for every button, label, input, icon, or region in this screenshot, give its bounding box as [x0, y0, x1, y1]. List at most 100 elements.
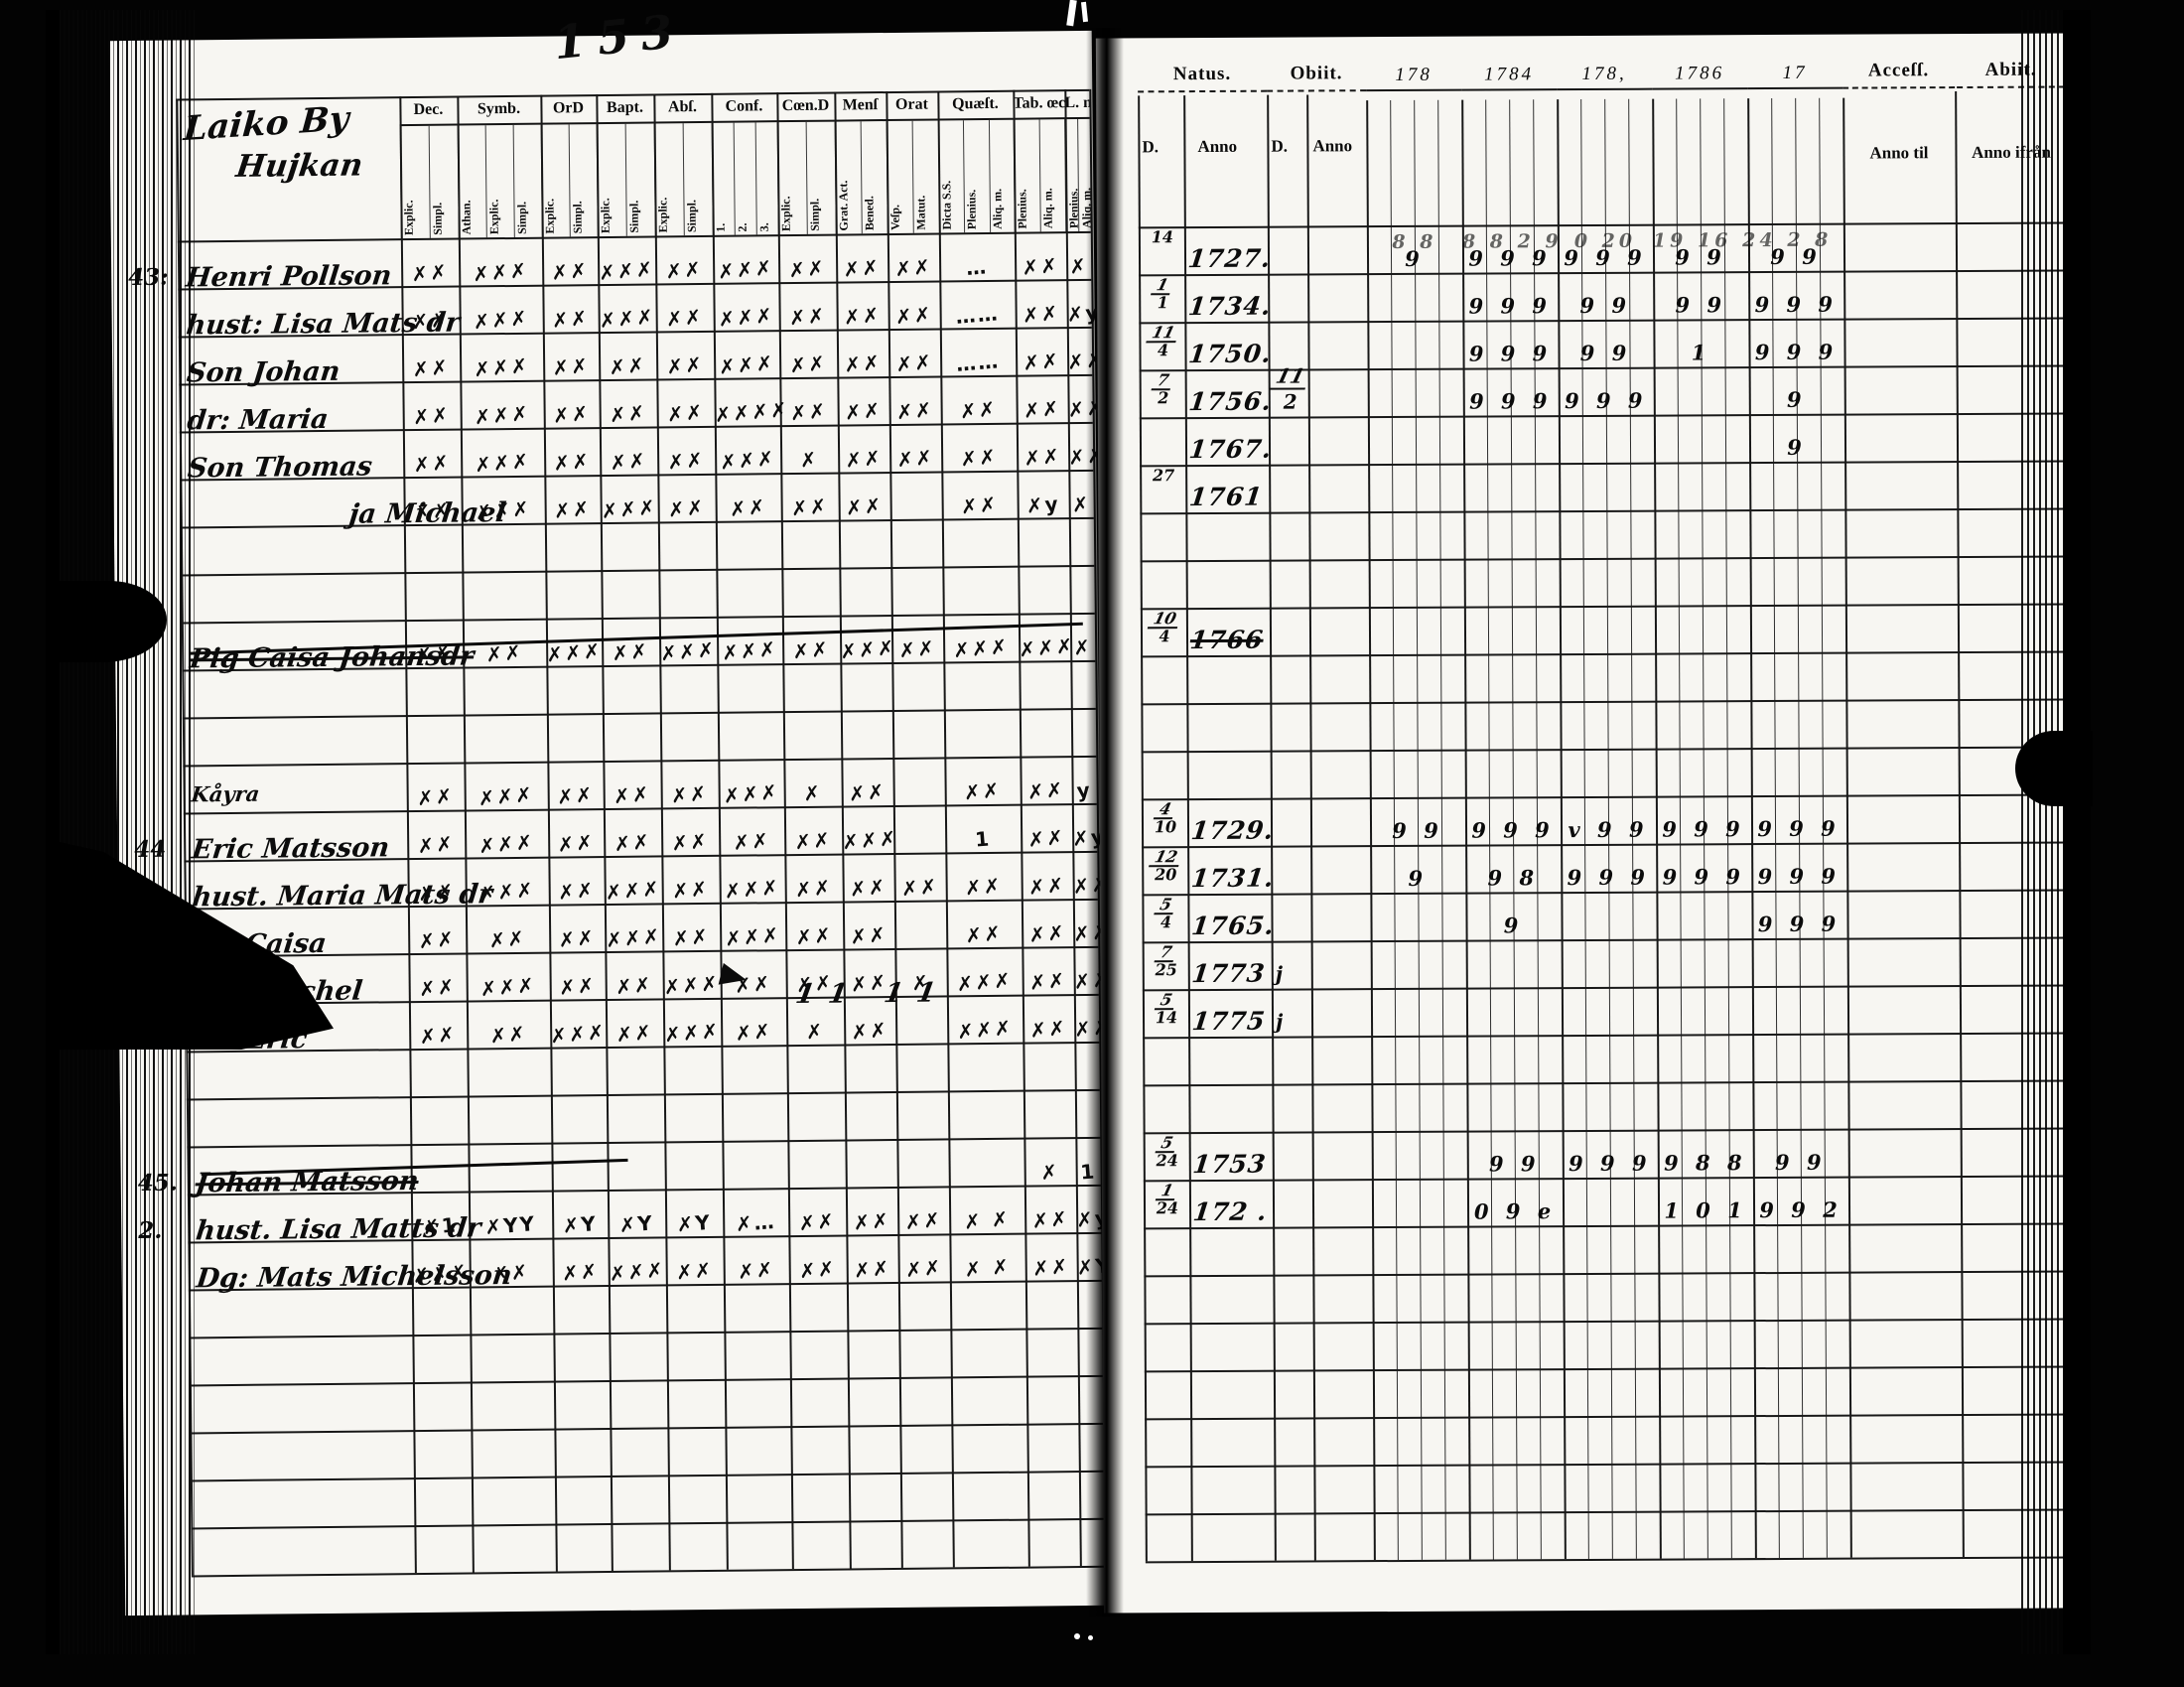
attendance-marks: ✗✗: [893, 302, 934, 330]
attendance-marks: ✗✗✗: [724, 922, 782, 951]
column-sublabels: 1. 2. 3.: [711, 122, 778, 235]
attendance-marks: ✗✗: [897, 635, 937, 663]
attendance-marks: ✗✗: [665, 351, 705, 379]
column-sublabels: Explic. Simpl.: [776, 121, 836, 235]
book-edge-right: [2021, 10, 2091, 1654]
attendance-marks: ✗✗: [418, 974, 458, 1002]
attendance-marks: ✗✗: [561, 1258, 601, 1286]
attendance-marks: ✗✗: [557, 877, 597, 905]
spine-top-mark: [1066, 0, 1077, 27]
attendance-marks: ✗✗: [608, 352, 647, 380]
column-sublabel: Grat. Act.: [834, 121, 862, 234]
natus-year: 1765.: [1189, 911, 1277, 941]
attendance-marks: ✗✗: [1026, 824, 1066, 852]
village-name: Laiko By: [182, 98, 350, 150]
communion-marks: 9 9 9: [1564, 244, 1647, 271]
attendance-marks: ✗✗: [411, 354, 451, 382]
attendance-marks: ✗✗: [667, 494, 707, 522]
column-sublabel: 2.: [733, 122, 756, 235]
natus-year: 1775: [1190, 1006, 1268, 1037]
attendance-marks: ✗✗: [1026, 776, 1066, 804]
column-sublabel: Explic.: [776, 121, 807, 235]
attendance-marks: ✗✗: [671, 876, 711, 904]
header-column: Conf. 1. 2. 3.: [711, 92, 778, 235]
column-sublabels: Dicta S.S. Plenius. Aliq. m.: [937, 119, 1015, 233]
attendance-marks: ✗✗✗: [478, 829, 536, 859]
column-label: Menſ: [834, 91, 887, 122]
natus-year: 1753: [1191, 1149, 1269, 1180]
attendance-marks: ✗✗: [894, 350, 934, 377]
attendance-marks: ✗✗: [611, 638, 650, 666]
communion-marks: 9 9: [1770, 243, 1822, 270]
table-row: [1144, 1270, 2072, 1326]
column-sublabel: Aliq. m.: [1038, 119, 1066, 232]
attendance-marks: ✗✗: [958, 396, 999, 424]
column-label: Bapt.: [596, 93, 654, 125]
column-sublabels: Grat. Act. Bened.: [834, 121, 887, 234]
year-label: 178: [1365, 64, 1462, 92]
attendance-marks: ✗✗: [1030, 1205, 1070, 1233]
communion-marks: 9 9 9: [1662, 864, 1746, 890]
attendance-marks: ✗✗: [613, 781, 652, 809]
column-sublabels: Veſp. Matut.: [886, 120, 939, 234]
attendance-marks: ✗✗: [895, 445, 935, 473]
table-row: 1 1 1734. 9 9 9 9 9 9 9 9 9 9: [1139, 269, 2067, 325]
attendance-marks: ✗✗: [664, 256, 704, 284]
attendance-marks: ✗✗: [853, 1255, 892, 1283]
attendance-marks: ✗✗: [904, 1255, 944, 1283]
attendance-marks: ✗ ✗: [963, 1254, 1012, 1282]
book-spine: [1086, 28, 1124, 1617]
attendance-marks: ✗✗: [1021, 300, 1061, 328]
column-sublabel: 3.: [754, 122, 778, 235]
attendance-marks: ✗✗: [960, 492, 1000, 519]
natus-year: 1750.: [1186, 339, 1274, 369]
attendance-marks: ✗✗: [412, 402, 452, 430]
attendance-marks: ✗✗: [416, 783, 456, 811]
communion-marks: 1: [1691, 340, 1711, 365]
table-row: [1140, 507, 2068, 563]
person-name: Kåyra: [190, 780, 261, 807]
attendance-marks: ✗✗: [665, 304, 705, 332]
attendance-marks: ✗✗✗: [608, 1257, 666, 1286]
natus-day: 10 4: [1143, 609, 1186, 645]
table-row: [191, 1517, 1105, 1578]
communion-marks: 9 9: [1392, 817, 1443, 844]
attendance-marks: ✗✗: [791, 636, 831, 664]
stroke-marks: 11 11: [793, 977, 952, 1011]
attendance-marks: ✗✗: [410, 259, 450, 287]
column-sublabel: Simpl.: [428, 125, 459, 238]
attendance-marks: ✗✗: [788, 303, 828, 331]
right-page: Natus. Obiit. D. Anno D. Anno Acceſſ. Ab…: [1095, 33, 2078, 1614]
column-sublabel: Explic.: [399, 125, 430, 239]
attendance-marks: ✗✗: [732, 828, 771, 855]
attendance-marks: ✗✗✗: [719, 446, 777, 475]
attendance-marks: ✗✗✗: [659, 636, 718, 666]
column-label: Abſ.: [653, 92, 712, 124]
column-sublabel: Simpl.: [512, 124, 542, 237]
attendance-marks: ✗Y: [561, 1210, 599, 1238]
attendance-marks: ✗✗: [842, 302, 883, 330]
obiit-day-header: D.: [1271, 136, 1289, 156]
scan-speck: [1088, 1635, 1093, 1640]
table-row: [1144, 1222, 2072, 1278]
column-label: Cœn.D: [776, 91, 835, 123]
attendance-marks: ✗✗: [675, 1257, 715, 1285]
header-column: Cœn.D Explic. Simpl.: [776, 91, 836, 235]
column-sublabel: Simpl.: [805, 121, 836, 234]
table-row: [1140, 555, 2068, 611]
natus-year: 1773: [1190, 958, 1268, 989]
column-sublabel: Matut.: [911, 120, 939, 233]
attendance-marks: ✗✗: [893, 254, 933, 282]
natus-day-header: D.: [1142, 137, 1160, 157]
table-row: 5 14 1775 j: [1142, 984, 2071, 1040]
natus-day: 4 10: [1154, 799, 1177, 837]
attendance-marks: ✗✗: [963, 777, 1003, 805]
attendance-marks: ✗y: [1024, 492, 1061, 518]
attendance-marks: ✗✗: [789, 398, 829, 426]
column-label: Tab. œc.: [1013, 89, 1065, 120]
attendance-marks: ✗✗✗: [478, 972, 537, 1002]
column-label: Quæſt.: [937, 89, 1014, 121]
communion-marks: 9: [1787, 434, 1807, 460]
